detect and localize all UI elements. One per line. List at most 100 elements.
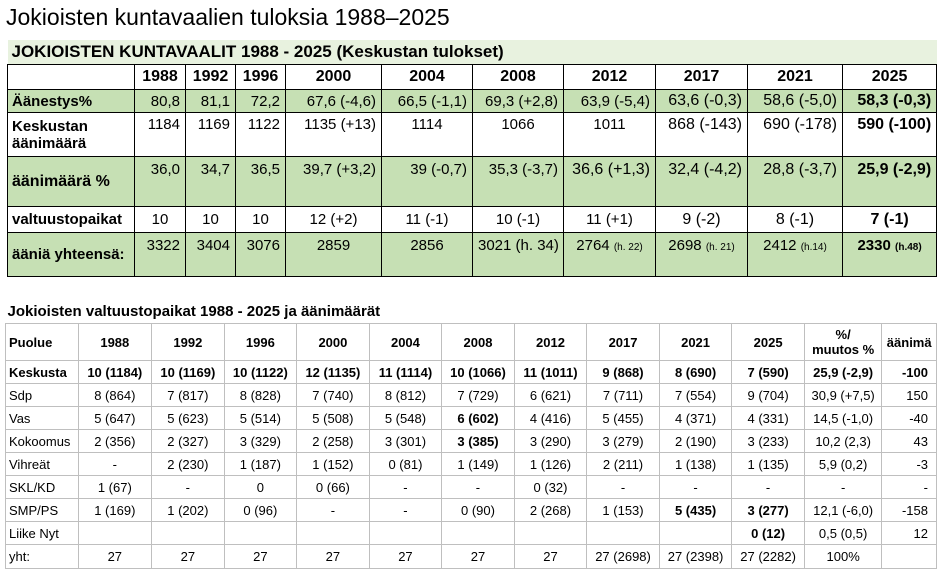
table-row: Vihreät -2 (230) 1 (187) 1 (152) 0 (81) 1 (14… [5, 452, 937, 476]
party-name: Liike Nyt [5, 521, 79, 545]
seats-votes-cell: 5 (647) [77, 406, 153, 430]
table1-cell: 12 (+2) [285, 206, 382, 233]
party-name: yht: [5, 544, 79, 569]
row-label-turnout: Äänestys% [7, 89, 135, 113]
seats-votes-cell: 0 (90) [441, 498, 515, 522]
table-row: yht: 27 27 27 27 27 27 27 27 (2698) 27 (2398) 27 (… [5, 544, 937, 569]
party-name: Keskusta [5, 360, 79, 384]
table1-cell: 7 (-1) [841, 206, 938, 233]
row-label-vote-share: äänimäärä % [7, 156, 135, 207]
table2-year-header: 2000 [296, 323, 370, 361]
total-votes-value: 2764 [576, 237, 610, 254]
share-cell: 14,5 (-1,0) [803, 406, 883, 430]
seats-votes-cell: 27 (2698) [586, 544, 660, 569]
seats-votes-cell: - [368, 498, 443, 522]
seats-votes-cell: 27 [513, 544, 588, 569]
table1-cell: 2764 (h. 22) [563, 232, 656, 277]
table1-cell: 10 (-1) [472, 206, 564, 233]
seats-votes-cell [296, 521, 370, 545]
table1-cell: 8 (-1) [747, 206, 843, 233]
seats-votes-cell: 9 (868) [586, 360, 660, 384]
table2-header-share: %/ muutos % [803, 323, 883, 361]
seats-votes-cell: 3 (277) [731, 498, 805, 522]
table1-cell: 1184 [134, 112, 186, 157]
table1-cell: 3322 [134, 232, 186, 277]
seats-votes-cell: 1 (152) [296, 452, 370, 476]
seats-votes-cell: 2 (258) [296, 429, 370, 453]
seats-votes-cell: 3 (290) [513, 429, 588, 453]
row-label-keskusta-votes: Keskustan äänimäärä [7, 112, 135, 157]
table1-cell: 32,4 (-4,2) [655, 156, 748, 207]
seats-votes-cell: 0 (81) [368, 452, 443, 476]
seats-votes-cell: 8 (828) [223, 383, 298, 407]
party-name: Vihreät [5, 452, 79, 476]
table1-cell: 58,3 (-0,3) [841, 89, 938, 113]
seats-votes-cell [151, 521, 225, 545]
seats-votes-cell: 7 (590) [731, 360, 805, 384]
table1-cell: 10 [134, 206, 186, 233]
seats-votes-cell: 27 [441, 544, 515, 569]
table1-cell: 2856 [381, 232, 473, 277]
seats-votes-cell: - [441, 475, 515, 499]
table1-cell: 39,7 (+3,2) [285, 156, 382, 207]
table2-year-header: 2025 [731, 323, 805, 361]
seats-votes-cell: 1 (149) [441, 452, 515, 476]
party-name: Vas [5, 406, 79, 430]
total-votes-value: 2698 [668, 237, 702, 254]
table1-cell: 28,8 (-3,7) [747, 156, 843, 207]
table2-header-party: Puolue [5, 323, 79, 361]
table1-cell: 590 (-100) [841, 112, 938, 157]
seats-votes-cell: 27 [223, 544, 298, 569]
table1-cell: 3021 (h. 34) [472, 232, 564, 277]
vote-change-cell: 43 [881, 429, 937, 453]
seats-votes-cell: 27 [151, 544, 225, 569]
page-title: Jokioisten kuntavaalien tuloksia 1988–20… [6, 4, 450, 30]
seats-votes-cell: 3 (329) [223, 429, 298, 453]
share-cell: - [803, 475, 883, 499]
seats-votes-cell: 5 (508) [296, 406, 370, 430]
table-row: Liike Nyt 0 (12) 0,5 (0,5) 12 [5, 521, 937, 545]
table1-cell: 36,5 [235, 156, 286, 207]
table1-year-header: 2004 [381, 64, 473, 90]
seats-votes-cell [441, 521, 515, 545]
table1-cell: 2698 (h. 21) [655, 232, 748, 277]
table-row: Keskusta 10 (1184) 10 (1169) 10 (1122) 12 (1… [5, 360, 937, 384]
seats-votes-cell: - [731, 475, 805, 499]
table-row: Kokoomus 2 (356) 2 (327) 3 (329) 2 (258) 3 (3… [5, 429, 937, 453]
party-name: Kokoomus [5, 429, 79, 453]
table2-caption: Jokioisten valtuustopaikat 1988 - 2025 j… [7, 303, 381, 320]
seats-votes-cell: 11 (1114) [368, 360, 443, 384]
share-cell: 100% [803, 544, 883, 569]
seats-votes-cell: 5 (548) [368, 406, 443, 430]
table1-cell: 80,8 [134, 89, 186, 113]
table1-cell: 1114 [381, 112, 473, 157]
seats-votes-cell [223, 521, 298, 545]
keskusta-results-table: JOKIOISTEN KUNTAVAALIT 1988 - 2025 (Kesk… [7, 40, 938, 277]
seats-votes-cell: 8 (812) [368, 383, 443, 407]
seats-votes-cell: 11 (1011) [513, 360, 588, 384]
seats-votes-cell: - [296, 498, 370, 522]
seats-votes-cell: 10 (1122) [223, 360, 298, 384]
table1-header-blank [7, 64, 135, 90]
table2-year-header: 2008 [441, 323, 515, 361]
table-row: Sdp 8 (864) 7 (817) 8 (828) 7 (740) 8 (812) 7 … [5, 383, 937, 407]
table1-cell: 10 [185, 206, 236, 233]
seats-votes-cell: 12 (1135) [296, 360, 370, 384]
table1-cell: 25,9 (-2,9) [841, 156, 938, 207]
seats-votes-cell: 4 (331) [731, 406, 805, 430]
seats-votes-cell: 4 (416) [513, 406, 588, 430]
seats-votes-cell: 1 (187) [223, 452, 298, 476]
seats-votes-cell: 7 (817) [151, 383, 225, 407]
seats-votes-cell: 27 (2282) [731, 544, 805, 569]
total-votes-note: (h. 21) [705, 242, 735, 253]
table-row: SKL/KD 1 (67) -0 0 (66) - -0 (32) - - - - - [5, 475, 937, 499]
table2-year-header: 1992 [151, 323, 225, 361]
vote-change-cell: 150 [881, 383, 937, 407]
table1-cell: 81,1 [185, 89, 236, 113]
council-seats-table: Jokioisten valtuustopaikat 1988 - 2025 j… [5, 300, 937, 569]
share-header-line1: %/ [835, 327, 851, 342]
seats-votes-cell: 2 (268) [513, 498, 588, 522]
table-row: SMP/PS 1 (169) 1 (202) 0 (96) - -0 (90) 2 (268… [5, 498, 937, 522]
table1-cell: 10 [235, 206, 286, 233]
table1-cell: 72,2 [235, 89, 286, 113]
